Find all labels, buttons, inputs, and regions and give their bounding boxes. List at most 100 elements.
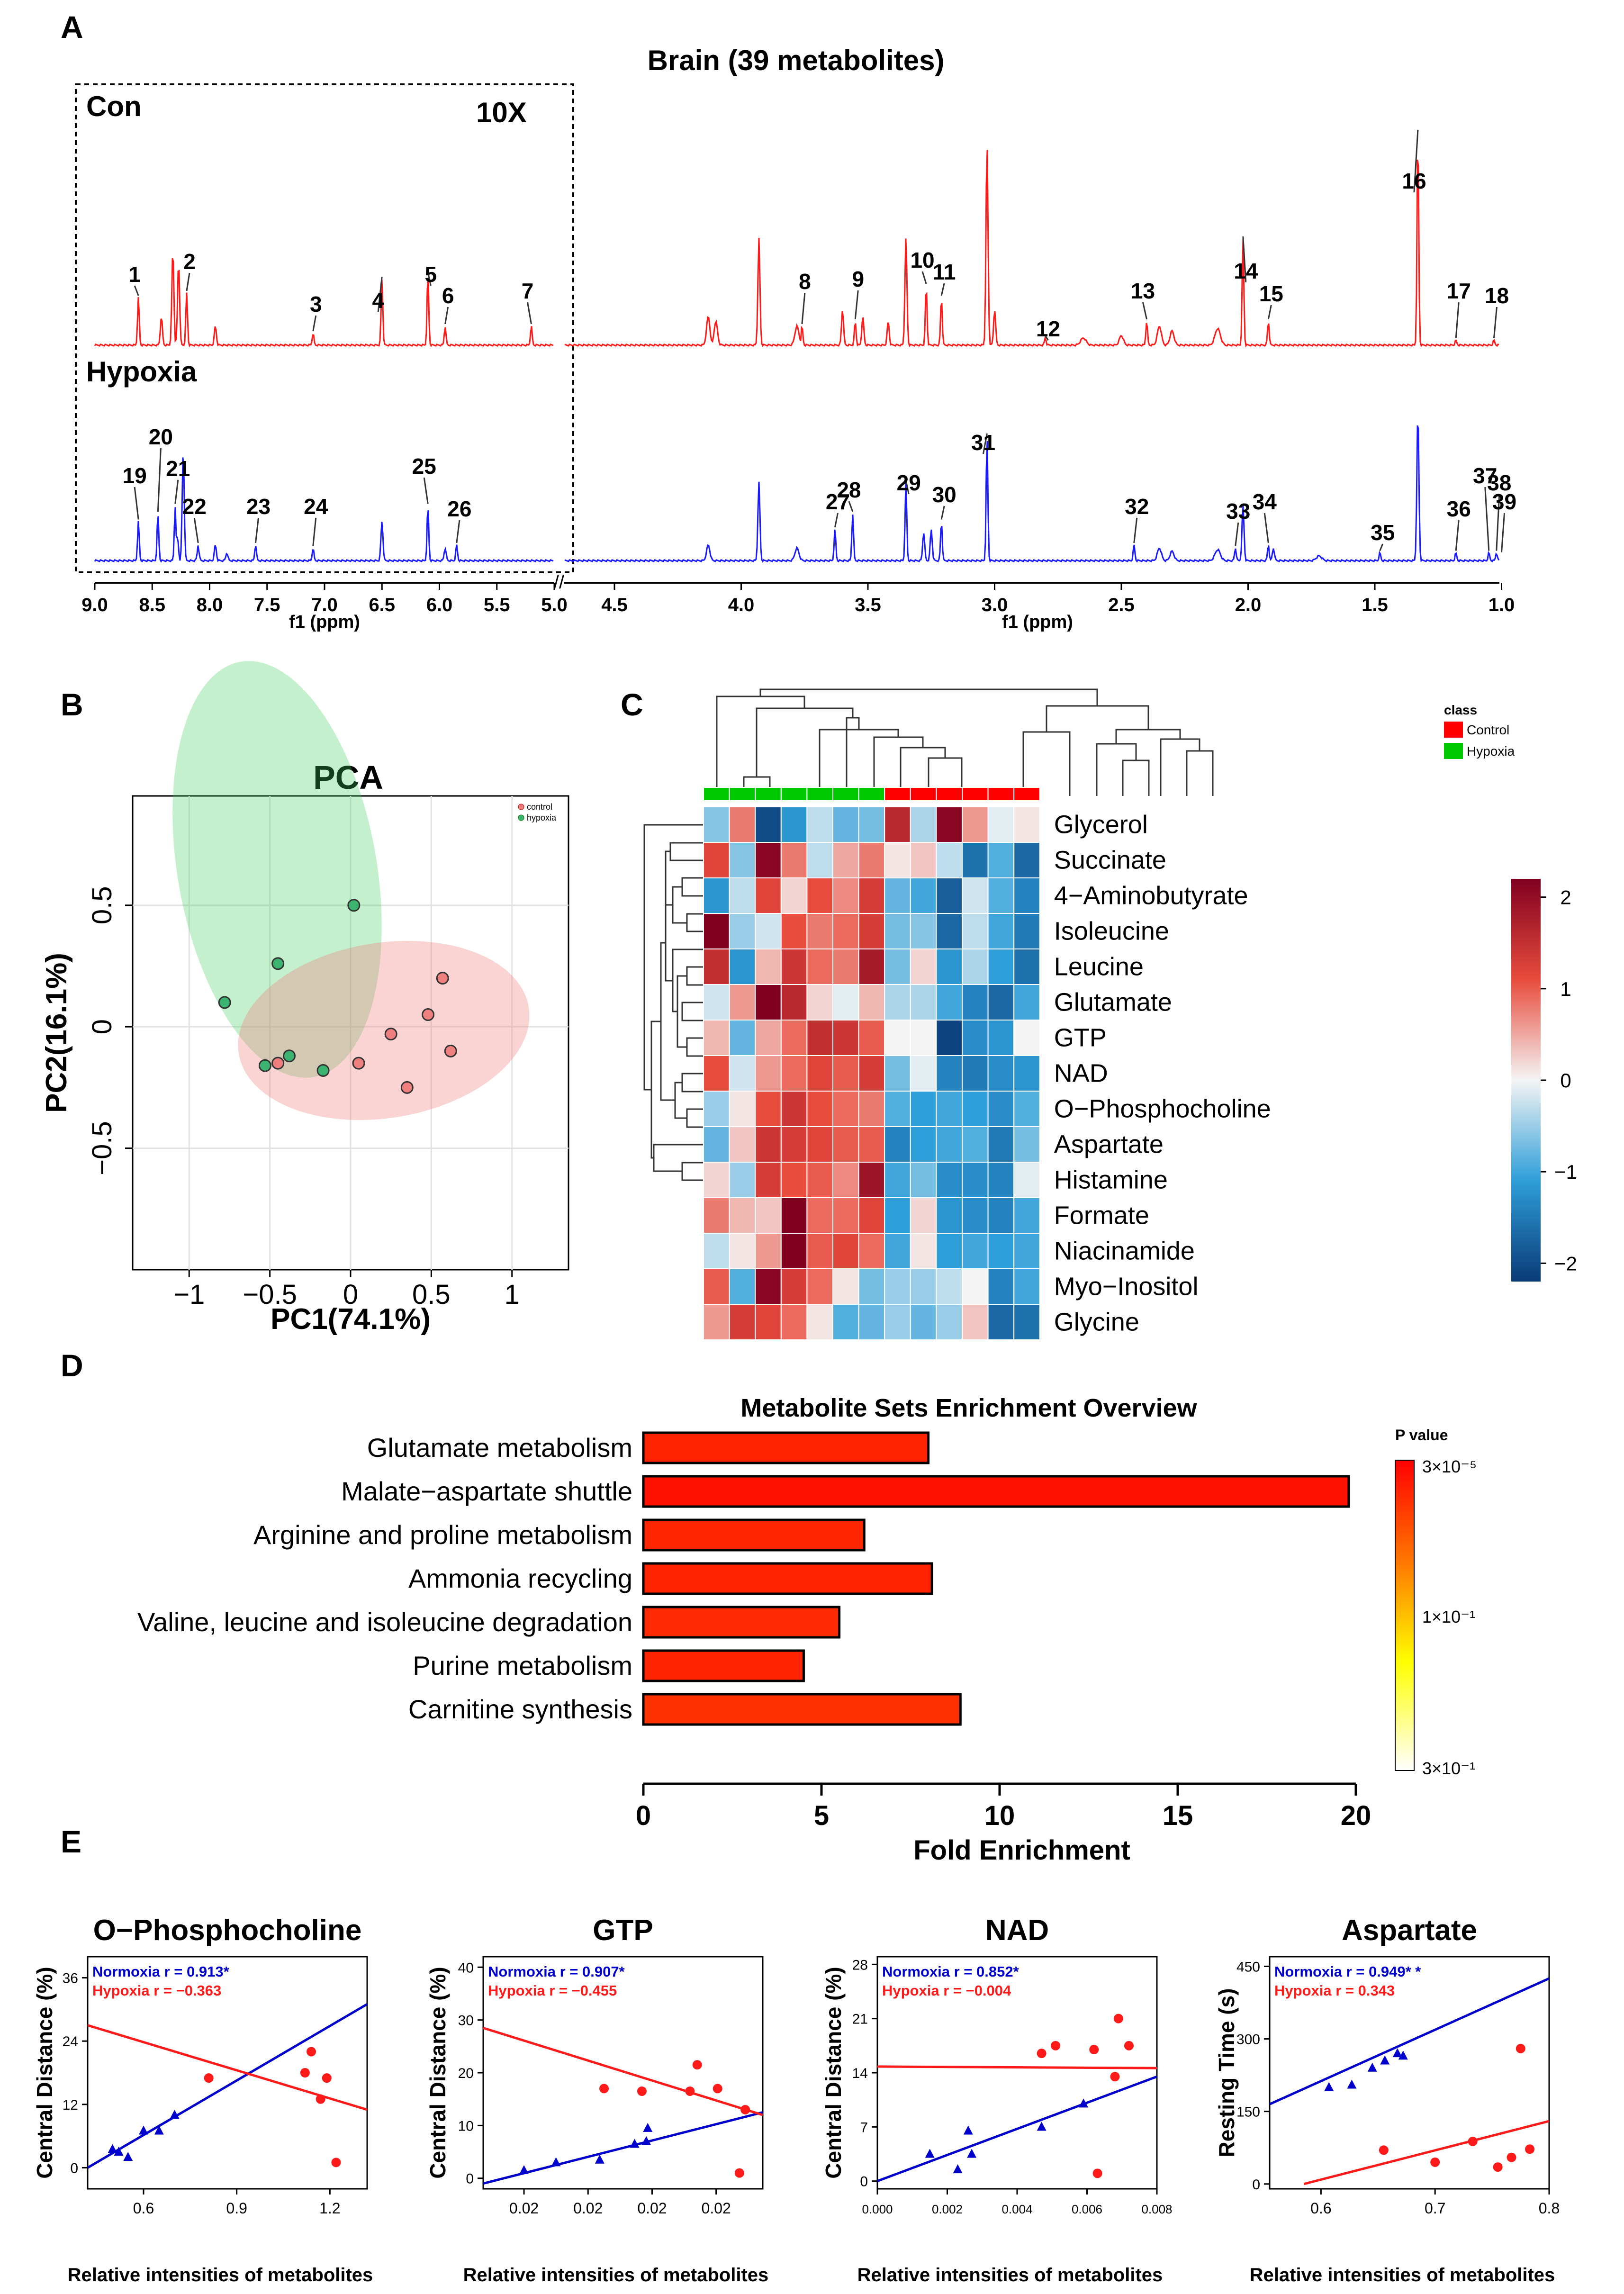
heatmap-cell	[962, 1091, 989, 1127]
regression-lines	[483, 2026, 763, 2185]
heatmap-cell	[1013, 1020, 1040, 1056]
regression-lines	[88, 2003, 367, 2169]
correlation-x-tick-label: 0.9	[226, 2200, 247, 2217]
heatmap-cell	[910, 1304, 937, 1340]
heatmap-cell	[806, 913, 834, 949]
heatmap-row-label: Succinate	[1054, 846, 1166, 875]
pca-y-tick-label: 0	[87, 1019, 117, 1034]
heatmap-cell	[858, 1304, 885, 1340]
hypoxia-fit-line	[1303, 2120, 1549, 2186]
heatmap-cell	[858, 1197, 885, 1234]
heatmap-row-label: Histamine	[1054, 1166, 1168, 1194]
heatmap-cell	[987, 1268, 1015, 1305]
peak-label: 12	[1036, 316, 1060, 341]
heatmap-cell	[962, 1197, 989, 1234]
correlation-x-label: Relative intensities of metabolites	[1250, 2265, 1555, 2285]
heatmap-row-label: Glycerol	[1054, 811, 1148, 839]
pca-point-hypoxia	[218, 996, 231, 1009]
peak-label: 15	[1259, 281, 1283, 306]
correlation-x-tick-label: 0.02	[509, 2200, 539, 2217]
pvalue-label-mid: 1×10⁻¹	[1422, 1607, 1475, 1626]
correlation-x-tick-label: 0.6	[133, 2200, 154, 2217]
heatmap-cell	[1013, 913, 1040, 949]
heatmap-cell	[936, 1126, 963, 1163]
heatmap-cell	[832, 1233, 859, 1269]
zoom-factor-label: 10X	[476, 97, 527, 128]
heatmap-cell	[1013, 984, 1040, 1021]
peak-label: 2	[183, 249, 196, 274]
correlation-x-tick-label: 0.02	[637, 2200, 667, 2217]
heatmap-cell	[1013, 1233, 1040, 1269]
hypoxia-fit-line	[483, 2026, 763, 2116]
enrichment-x-tick-label: 0	[636, 1800, 651, 1831]
peak-leader-line	[1493, 307, 1498, 339]
heatmap-cell	[936, 1055, 963, 1092]
correlation-x-tick-label: 0.006	[1072, 2202, 1102, 2216]
normoxia-r-label: Normoxia r = 0.913*	[92, 1963, 230, 1980]
nmr-spectra-panel: Brain (39 metabolites) Con Hypoxia 10X 1…	[75, 45, 1516, 632]
heatmap-cell	[780, 842, 808, 878]
normoxia-point	[1037, 2122, 1047, 2131]
heatmap-cell	[729, 1055, 756, 1092]
panel-label-e: E	[61, 1824, 81, 1859]
heatmap-cell	[962, 984, 989, 1021]
hypoxia-point	[1113, 2014, 1123, 2023]
pca-y-label: PC2(16.1%)	[40, 953, 73, 1113]
zoom-box	[75, 83, 574, 573]
heatmap-cell	[884, 913, 911, 949]
class-legend-swatch-control	[1444, 722, 1463, 738]
hypoxia-point	[1525, 2144, 1535, 2154]
heatmap-cell	[884, 1055, 911, 1092]
normoxia-point	[154, 2125, 164, 2135]
heatmap-cell	[987, 806, 1015, 843]
heatmap-cell	[987, 984, 1015, 1021]
peak-leader-line	[134, 285, 139, 296]
nmr-x-label-right: f1 (ppm)	[1002, 612, 1073, 632]
heatmap-cell	[832, 984, 859, 1021]
heatmap-cell	[858, 1126, 885, 1163]
peak-leader-line	[186, 272, 190, 291]
heatmap-cell	[806, 877, 834, 914]
nmr-x-label-left: f1 (ppm)	[289, 612, 360, 632]
heatmap-cell	[1013, 842, 1040, 878]
enrichment-bar	[642, 1475, 1350, 1508]
heatmap-cell	[832, 1126, 859, 1163]
spectrum-line-hypoxia	[94, 425, 1500, 563]
spectrum-label-hypoxia: Hypoxia	[86, 356, 197, 388]
peak-leader-line	[1133, 517, 1138, 543]
nmr-tick-label: 3.5	[855, 595, 881, 615]
heatmap-cell	[806, 1233, 834, 1269]
heatmap-cell	[962, 1162, 989, 1198]
correlation-y-tick-label: 10	[458, 2118, 474, 2134]
peak-leader-line	[174, 479, 179, 504]
peak-label: 27	[826, 489, 850, 514]
peak-label: 33	[1226, 499, 1250, 524]
heatmap-cell	[910, 1268, 937, 1305]
correlation-y-tick-label: 21	[852, 2012, 868, 2027]
peak-leader-line	[940, 283, 945, 296]
heatmap-cell	[703, 913, 730, 949]
heatmap-cell	[858, 1162, 885, 1198]
heatmap-cell	[884, 842, 911, 878]
heatmap-cell	[806, 1162, 834, 1198]
heatmap-cell	[703, 1233, 730, 1269]
heatmap-cell	[755, 948, 782, 985]
hypoxia-fit-line	[877, 2065, 1157, 2069]
heatmap-cell	[729, 984, 756, 1021]
correlation-x-tick-label: 0.6	[1310, 2200, 1331, 2217]
heatmap-cell	[832, 913, 859, 949]
correlation-y-tick-label: 300	[1236, 2032, 1260, 2048]
enrichment-bar	[642, 1518, 866, 1552]
hypoxia-point	[1124, 2041, 1134, 2050]
nmr-tick-label: 9.0	[81, 595, 108, 615]
peak-leader-line	[456, 520, 460, 543]
nmr-tick-label: 5.0	[541, 595, 568, 615]
nmr-tick-label: 5.5	[484, 595, 510, 615]
heatmap-cell	[858, 842, 885, 878]
nmr-tick-label: 6.0	[426, 595, 453, 615]
peak-leader-line	[801, 292, 806, 325]
peak-leader-line	[423, 477, 429, 504]
enrichment-title: Metabolite Sets Enrichment Overview	[740, 1394, 1197, 1422]
correlation-plot-4: Aspartate Normoxia r = 0.949* * Hypoxia r …	[1214, 1914, 1560, 2285]
peak-leader-line	[905, 480, 910, 495]
